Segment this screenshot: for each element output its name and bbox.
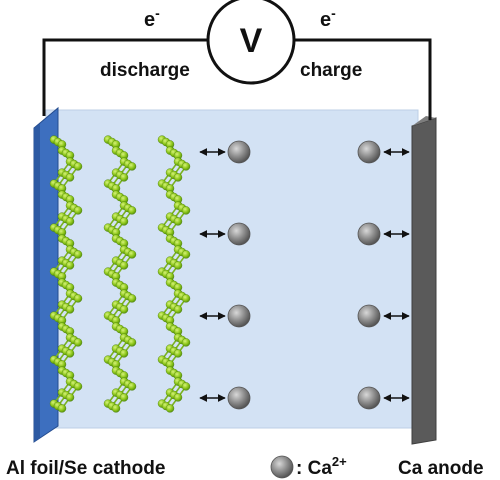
- se-atom: [181, 162, 191, 171]
- electron-label-right: e-: [320, 5, 336, 31]
- selenium-chain: [103, 135, 137, 413]
- voltmeter-symbol: V: [240, 22, 263, 60]
- legend-ion-icon: [270, 455, 294, 479]
- se-atom: [181, 294, 191, 303]
- se-atom: [65, 261, 75, 270]
- se-atom: [119, 305, 129, 314]
- selenium-chain: [157, 135, 191, 413]
- legend-ion-label: : Ca2+: [296, 454, 347, 479]
- se-atom: [73, 338, 83, 347]
- se-atom: [173, 217, 183, 226]
- anode-label: Ca anode: [398, 458, 484, 479]
- electron-symbol-left: e: [144, 9, 155, 31]
- se-atom: [173, 173, 183, 182]
- se-atom: [119, 173, 129, 182]
- se-atom: [127, 162, 137, 171]
- se-atom: [73, 382, 83, 391]
- calcium-ion-sphere-icon: [227, 140, 251, 164]
- discharge-label: discharge: [100, 60, 190, 81]
- calcium-ion-sphere-icon: [357, 386, 381, 410]
- se-atom: [65, 349, 75, 358]
- calcium-ion-sphere-icon: [227, 222, 251, 246]
- calcium-ion-sphere-icon: [227, 304, 251, 328]
- ca-anode-plate: [411, 117, 437, 445]
- se-atom: [73, 162, 83, 171]
- electron-label-left: e-: [144, 5, 160, 31]
- calcium-ion-sphere-icon: [357, 140, 381, 164]
- se-atom: [65, 217, 75, 226]
- selenium-chain: [49, 135, 83, 413]
- se-atom: [165, 404, 175, 413]
- electron-symbol-right: e: [320, 9, 331, 31]
- se-atom: [127, 294, 137, 303]
- cathode-label: Al foil/Se cathode: [6, 458, 165, 479]
- legend-ion-charge: 2+: [332, 454, 347, 469]
- electron-charge-right: -: [331, 5, 336, 21]
- se-atom: [73, 206, 83, 215]
- calcium-ion-sphere-icon: [227, 386, 251, 410]
- selenium-chains: [49, 135, 191, 413]
- legend-ion-prefix: : Ca: [296, 458, 332, 479]
- se-atom: [181, 338, 191, 347]
- se-atom: [181, 382, 191, 391]
- se-atom: [57, 404, 67, 413]
- electron-charge-left: -: [155, 5, 160, 21]
- se-atom: [119, 217, 129, 226]
- se-atom: [119, 261, 129, 270]
- se-atom: [127, 250, 137, 259]
- se-atom: [119, 393, 129, 402]
- calcium-ion-sphere-icon: [357, 222, 381, 246]
- se-atom: [73, 250, 83, 259]
- se-atom: [127, 382, 137, 391]
- se-atom: [173, 393, 183, 402]
- calcium-ion-sphere-icon: [357, 304, 381, 328]
- external-circuit-wire: [42, 38, 432, 120]
- se-atom: [111, 404, 121, 413]
- se-atom: [181, 206, 191, 215]
- se-atom: [127, 338, 137, 347]
- se-atom: [65, 393, 75, 402]
- se-atom: [119, 349, 129, 358]
- se-atom: [65, 173, 75, 182]
- se-atom: [65, 305, 75, 314]
- se-atom: [173, 261, 183, 270]
- calcium-ions: [199, 140, 410, 410]
- se-atom: [173, 305, 183, 314]
- voltmeter-icon: [206, 0, 296, 85]
- se-atom: [173, 349, 183, 358]
- se-atom: [181, 250, 191, 259]
- se-atom: [127, 206, 137, 215]
- al-foil-edge: [34, 124, 40, 442]
- se-atom: [73, 294, 83, 303]
- charge-label: charge: [300, 60, 362, 81]
